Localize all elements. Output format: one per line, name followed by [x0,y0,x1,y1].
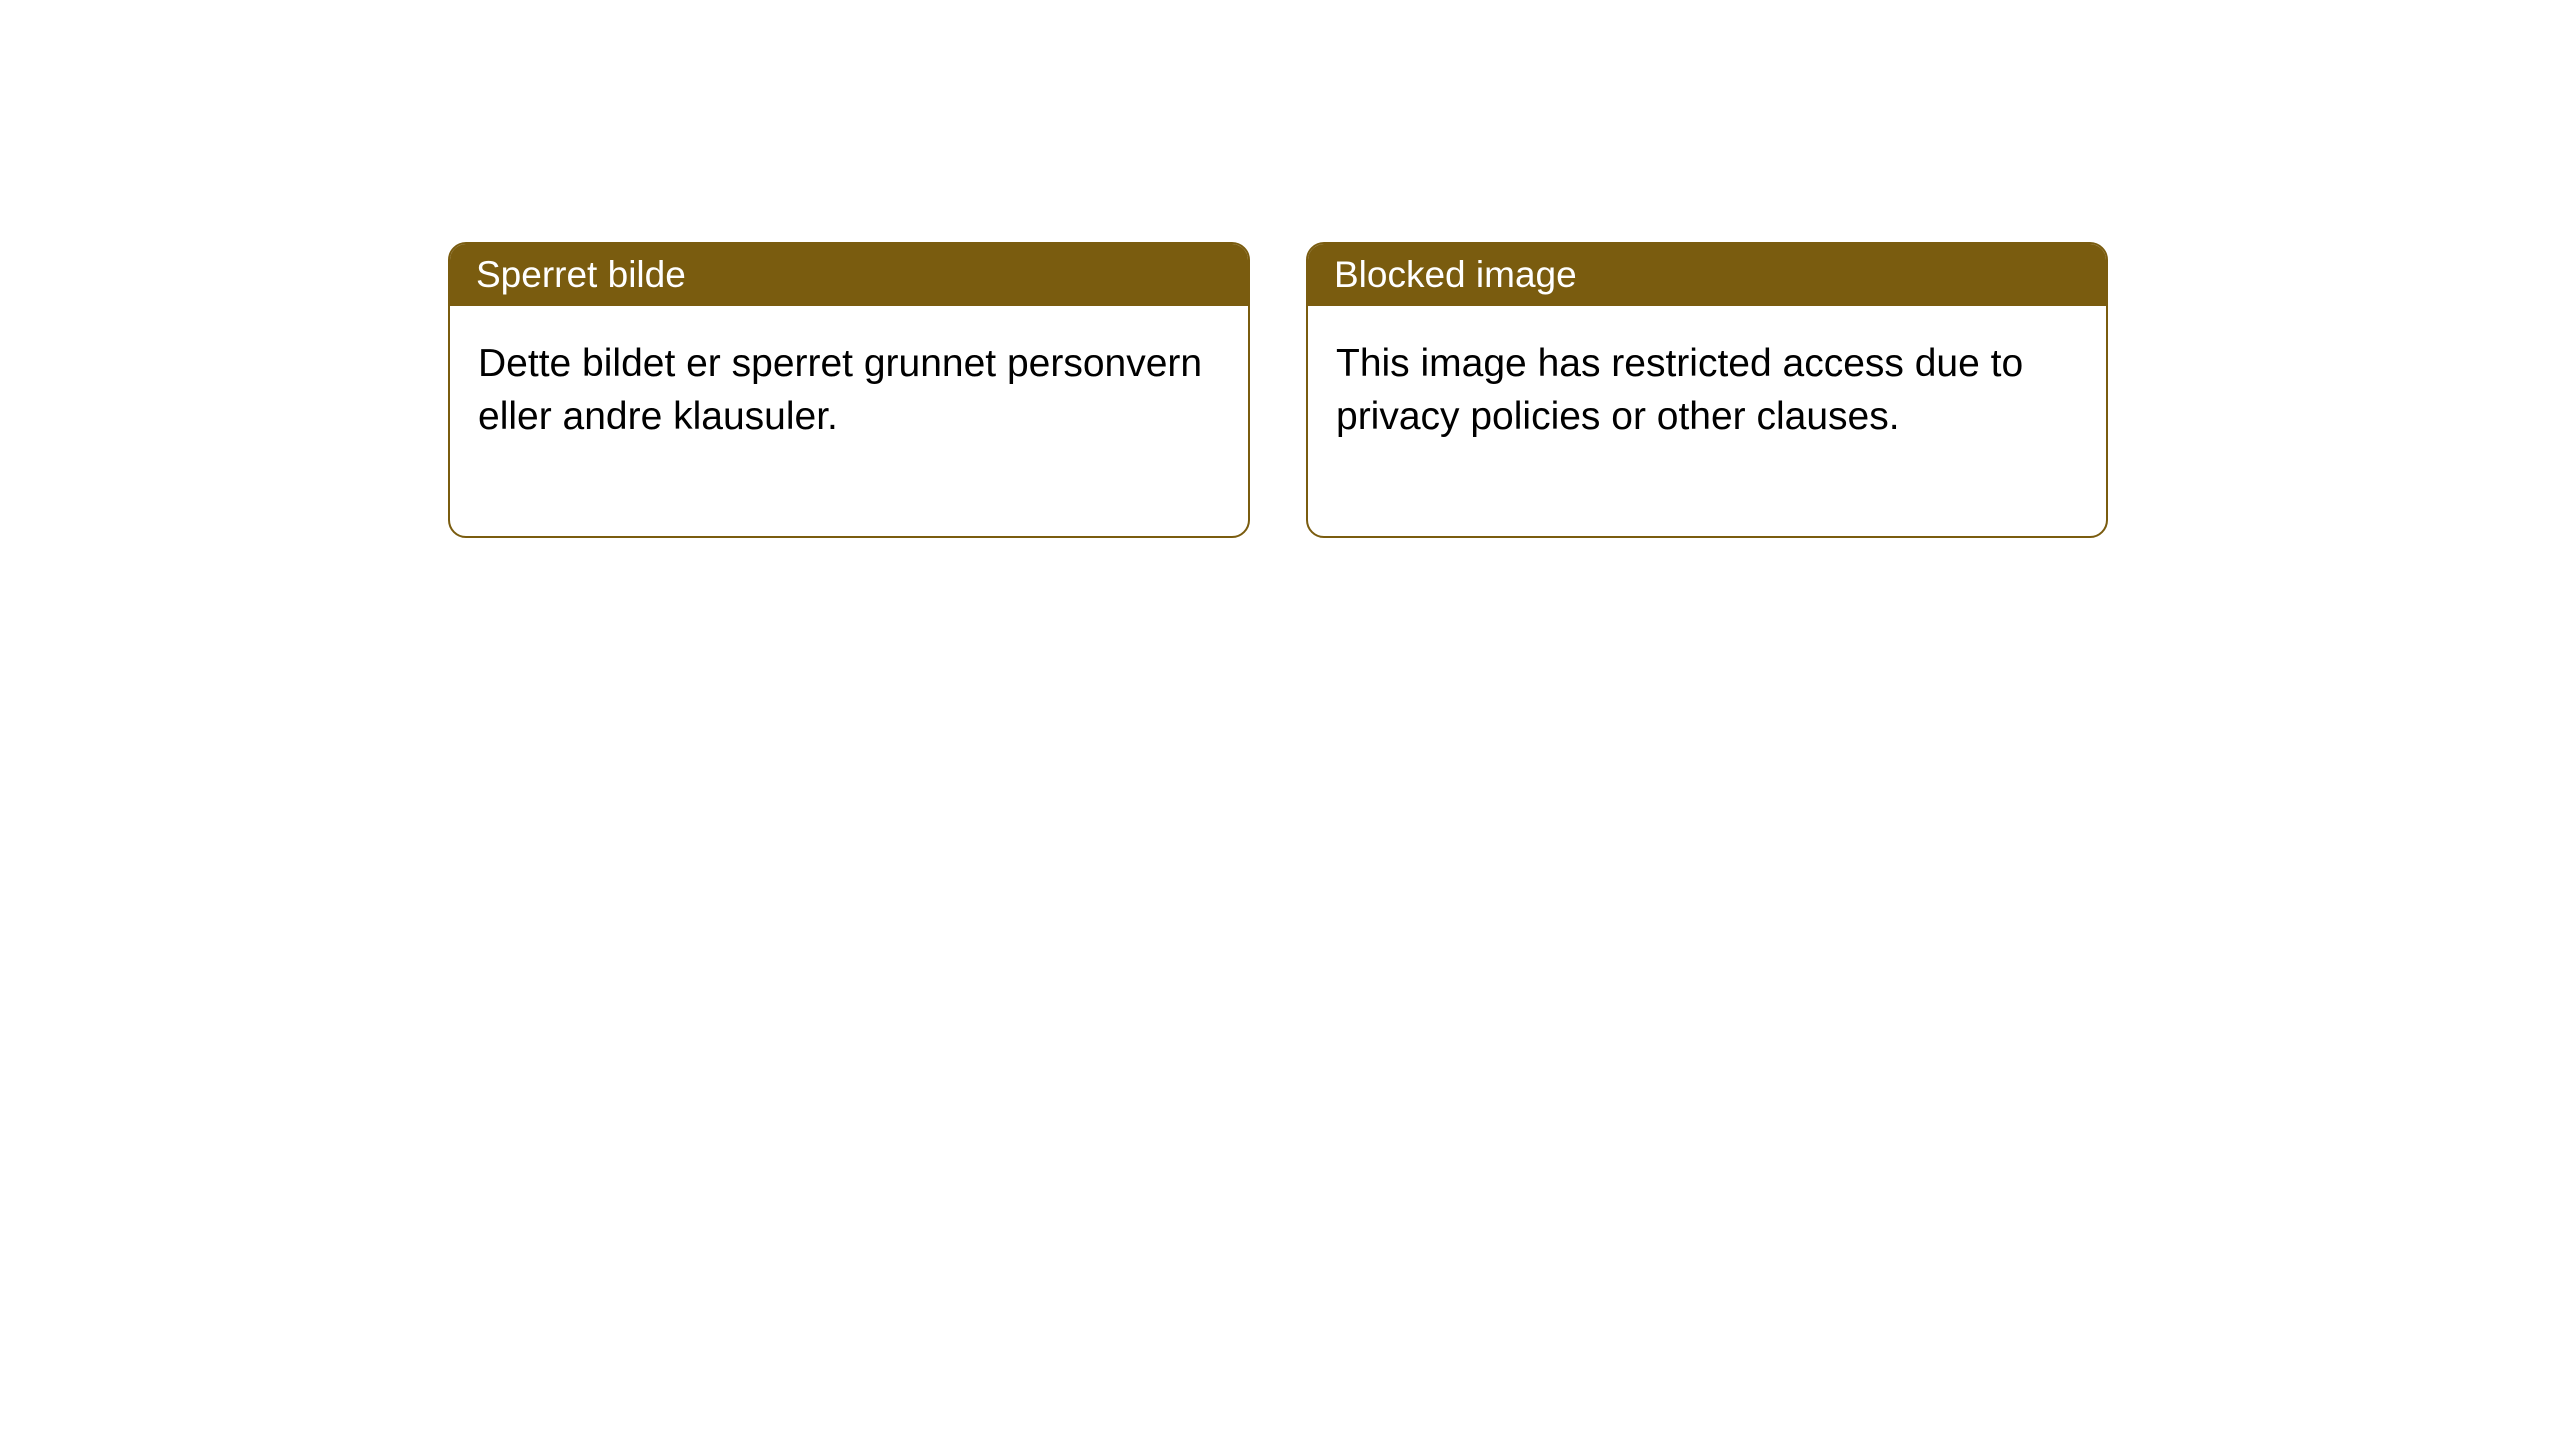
notice-body-en: This image has restricted access due to … [1308,306,2106,536]
notice-header-en: Blocked image [1308,244,2106,306]
notice-card-no: Sperret bilde Dette bildet er sperret gr… [448,242,1250,538]
notices-container: Sperret bilde Dette bildet er sperret gr… [0,0,2560,538]
notice-card-en: Blocked image This image has restricted … [1306,242,2108,538]
notice-header-no: Sperret bilde [450,244,1248,306]
notice-body-no: Dette bildet er sperret grunnet personve… [450,306,1248,536]
